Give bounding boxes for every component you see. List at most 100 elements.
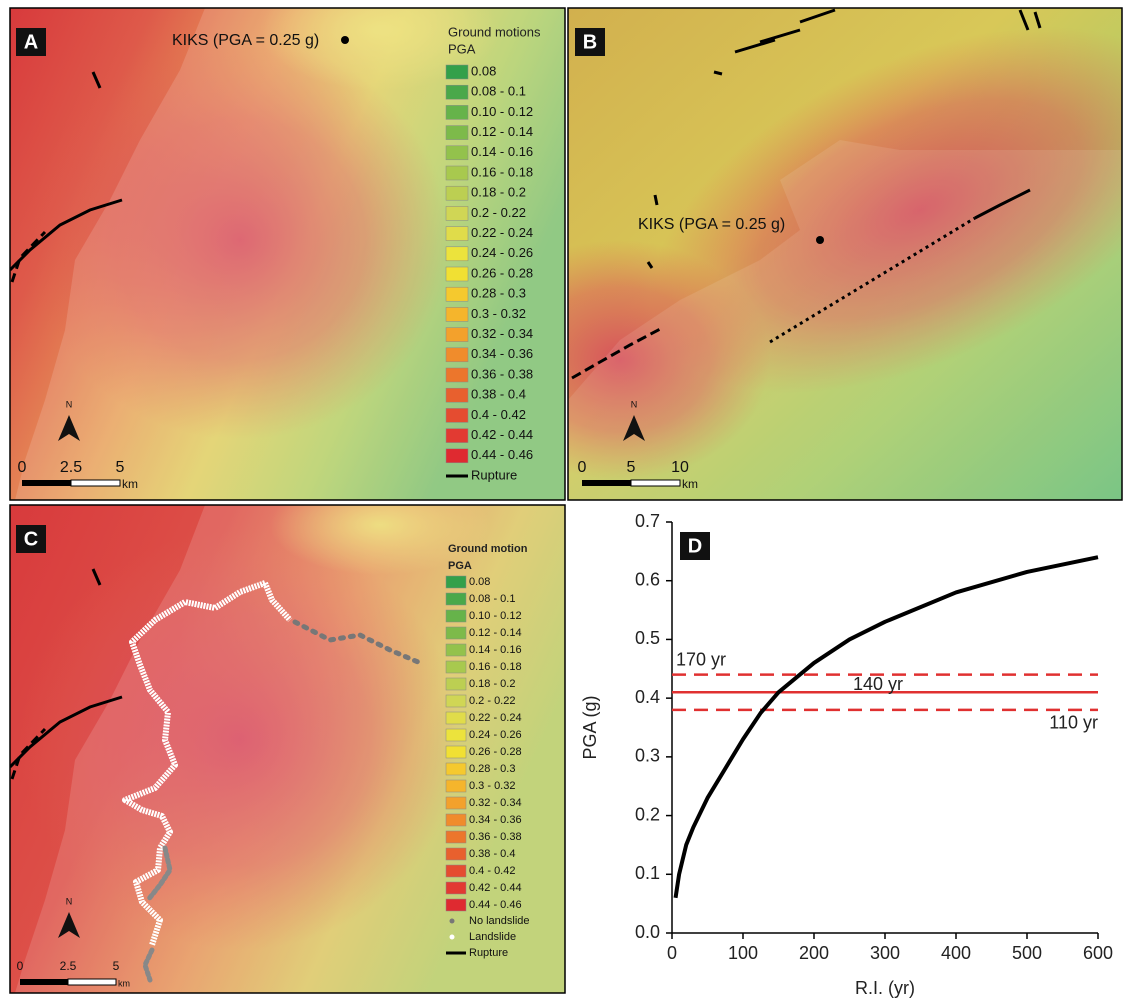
- legend-swatch: [445, 428, 469, 443]
- legend-swatch: [445, 898, 467, 912]
- legend-label: Landslide: [469, 931, 516, 943]
- scale-bar-white: [67, 978, 117, 986]
- y-tick-label: 0.7: [635, 511, 660, 531]
- x-axis-label: R.I. (yr): [855, 978, 915, 998]
- legend-swatch: [445, 609, 467, 623]
- legend-label: 0.28 - 0.3: [469, 763, 515, 775]
- y-tick-label: 0.1: [635, 863, 660, 883]
- legend-label: 0.4 - 0.42: [469, 865, 515, 877]
- legend-swatch: [445, 643, 467, 657]
- legend-label: 0.12 - 0.14: [469, 627, 522, 639]
- site-annotation: KIKS (PGA = 0.25 g): [172, 32, 319, 49]
- panel-label: D: [688, 535, 702, 557]
- scale-tick-label: 5: [113, 959, 120, 973]
- legend-swatch: [445, 575, 467, 589]
- legend-label: 0.08: [471, 63, 496, 78]
- panel-label-box: [680, 532, 710, 560]
- legend-label: 0.22 - 0.24: [471, 225, 533, 240]
- north-arrow: [623, 415, 645, 441]
- x-tick-label: 0: [667, 943, 677, 963]
- x-tick-label: 200: [799, 943, 829, 963]
- legend-swatch: [445, 864, 467, 878]
- legend-swatch: [445, 592, 467, 606]
- legend-label: 0.08 - 0.1: [469, 593, 515, 605]
- scale-tick-label: 5: [627, 459, 636, 476]
- legend-label: 0.36 - 0.38: [469, 831, 522, 843]
- legend-swatch: [445, 830, 467, 844]
- scale-unit: km: [118, 978, 130, 988]
- legend-label: Rupture: [471, 467, 517, 482]
- scale-tick-label: 10: [671, 459, 689, 476]
- y-tick-label: 0.5: [635, 628, 660, 648]
- legend-label: Rupture: [469, 947, 508, 959]
- x-tick-label: 300: [870, 943, 900, 963]
- legend-label: 0.14 - 0.16: [469, 644, 522, 656]
- legend-swatch: [445, 796, 467, 810]
- panel-label: B: [583, 31, 597, 53]
- legend-label: No landslide: [469, 915, 530, 927]
- reference-label: 140 yr: [853, 674, 903, 694]
- north-label: N: [631, 399, 638, 409]
- scale-bar-black: [22, 480, 71, 486]
- legend-subtitle: PGA: [448, 41, 476, 56]
- scale-unit: km: [682, 477, 698, 491]
- scale-tick-label: 0: [18, 459, 27, 476]
- panel-label-box: [16, 525, 46, 553]
- legend-swatch: [445, 84, 469, 100]
- legend-swatch: [445, 626, 467, 640]
- legend-label: 0.16 - 0.18: [469, 661, 522, 673]
- north-label: N: [66, 896, 73, 906]
- legend-label: 0.44 - 0.46: [471, 447, 533, 462]
- legend-swatch: [445, 64, 469, 80]
- legend-label: 0.4 - 0.42: [471, 407, 526, 422]
- panel-label-box: [575, 28, 605, 56]
- legend-label: 0.36 - 0.38: [471, 366, 533, 381]
- y-tick-label: 0.4: [635, 687, 660, 707]
- legend-swatch: [445, 677, 467, 691]
- legend-label: 0.3 - 0.32: [469, 780, 515, 792]
- legend-label: 0.26 - 0.28: [471, 265, 533, 280]
- legend-swatch: [445, 779, 467, 793]
- legend-swatch: [445, 226, 469, 241]
- north-arrow: [58, 415, 80, 441]
- legend-swatch: [445, 347, 469, 363]
- legend-label: 0.2 - 0.22: [469, 695, 515, 707]
- scale-bar-white: [70, 479, 121, 487]
- legend-label: 0.42 - 0.44: [471, 427, 533, 442]
- legend-swatch: [445, 105, 469, 120]
- x-tick-label: 100: [728, 943, 758, 963]
- legend-label: 0.08 - 0.1: [471, 84, 526, 99]
- legend-label: 0.38 - 0.4: [469, 848, 515, 860]
- legend-label: 0.22 - 0.24: [469, 712, 522, 724]
- reference-label: 170 yr: [676, 649, 726, 669]
- map-a: [10, 8, 565, 500]
- scale-tick-label: 0: [578, 459, 587, 476]
- legend-swatch: [445, 660, 467, 674]
- legend-swatch: [445, 145, 469, 161]
- map-c: [10, 505, 565, 993]
- scale-tick-label: 5: [116, 459, 125, 476]
- legend-label: 0.26 - 0.28: [469, 746, 522, 758]
- scale-tick-label: 2.5: [60, 959, 77, 973]
- reference-label: 110 yr: [1049, 713, 1098, 733]
- legend-swatch: [445, 307, 469, 322]
- x-tick-label: 500: [1012, 943, 1042, 963]
- legend-swatch: [445, 745, 467, 759]
- curve: [673, 555, 1099, 899]
- legend-swatch: [445, 125, 469, 140]
- scale-bar-black: [20, 979, 68, 985]
- legend-swatch: [445, 387, 469, 403]
- scale-tick-label: 2.5: [60, 459, 82, 476]
- legend-swatch: [445, 711, 467, 725]
- legend-swatch: [445, 762, 467, 776]
- y-tick-label: 0.2: [635, 804, 660, 824]
- legend-label: 0.32 - 0.34: [469, 797, 522, 809]
- legend-swatch: [445, 694, 467, 708]
- legend-swatch: [445, 327, 469, 342]
- legend-swatch: [445, 206, 469, 221]
- legend-label: 0.42 - 0.44: [469, 882, 522, 894]
- legend-swatch: [445, 367, 469, 383]
- scale-bar-black: [582, 480, 631, 486]
- scale-tick-label: 0: [17, 959, 24, 973]
